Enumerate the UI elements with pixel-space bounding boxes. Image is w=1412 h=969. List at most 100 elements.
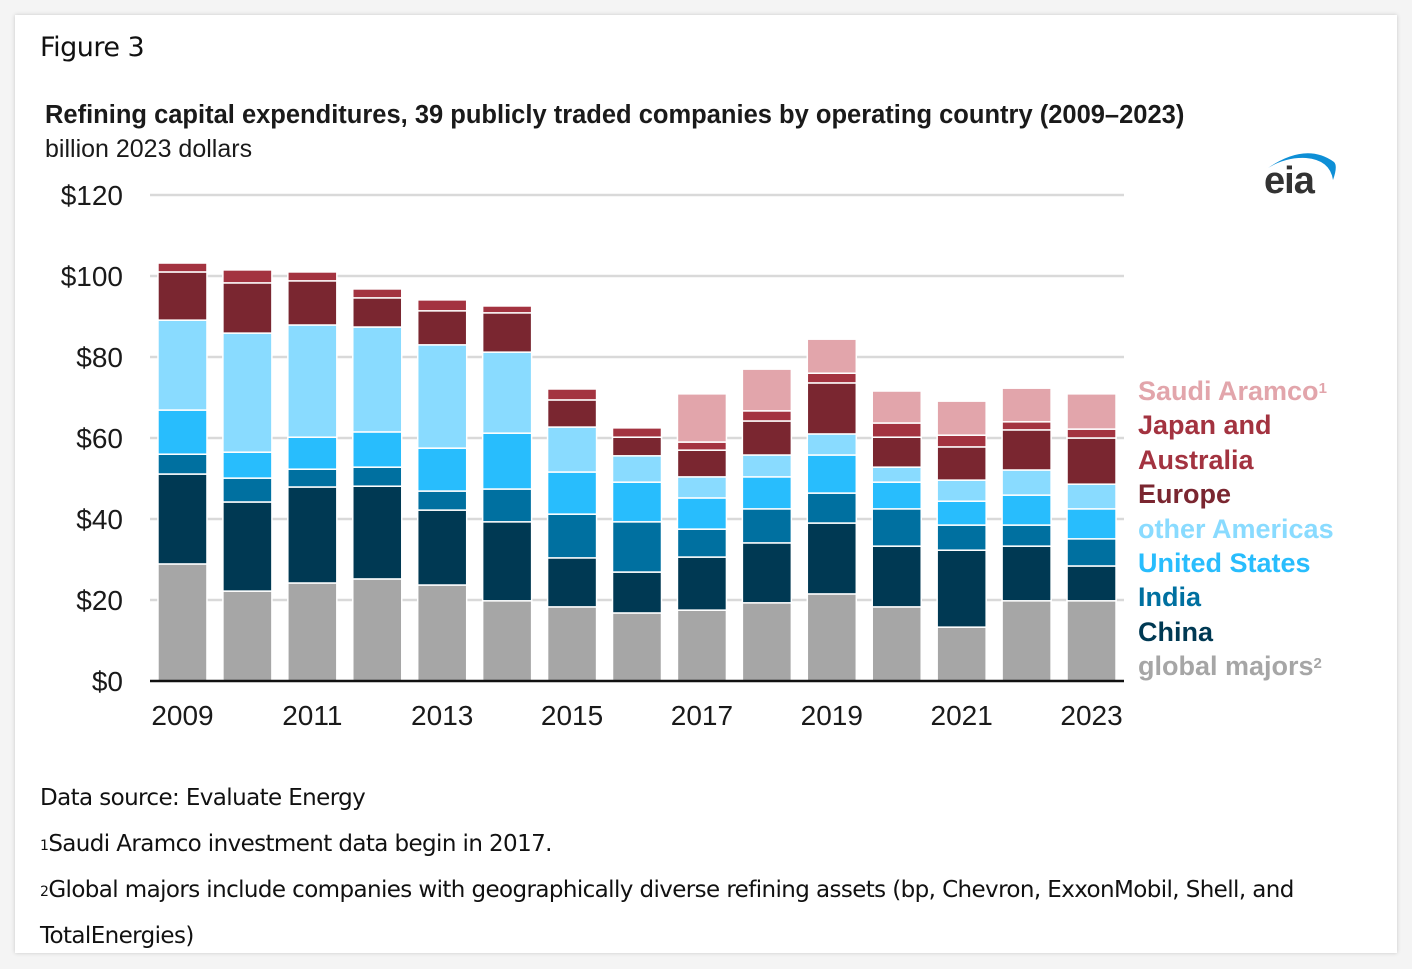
bar-segment xyxy=(287,436,338,470)
eia-logo: eia xyxy=(1258,146,1348,202)
bar-segment xyxy=(1001,429,1052,471)
legend-item: United States xyxy=(1138,546,1334,580)
bar-segment xyxy=(741,476,793,510)
bar-segment xyxy=(676,449,728,478)
legend-item: Japan and xyxy=(1138,408,1334,442)
bar-segment xyxy=(481,305,533,314)
bar-segment xyxy=(546,606,598,682)
bar-segment xyxy=(936,446,987,481)
bar-segment xyxy=(871,390,922,424)
bar-stack-2022 xyxy=(1001,387,1052,682)
bar-segment xyxy=(352,578,403,682)
bar-segment xyxy=(287,271,338,282)
bar-segment xyxy=(1066,393,1117,430)
bar-segment xyxy=(481,432,533,490)
legend-item: other Americas xyxy=(1138,512,1334,546)
bar-segment xyxy=(611,571,663,614)
bar-stack-2023 xyxy=(1066,393,1117,682)
bar-segment xyxy=(157,262,208,273)
bar-segment xyxy=(611,427,663,438)
bar-segment xyxy=(481,600,533,682)
bar-segment xyxy=(481,488,533,523)
bar-stack-2021 xyxy=(936,400,987,682)
bar-segment xyxy=(871,466,922,483)
bar-segment xyxy=(416,344,468,449)
bar-segment xyxy=(287,486,338,584)
bar-segment xyxy=(1001,545,1052,602)
legend-label: Australia xyxy=(1138,444,1254,475)
bar-stack-2019 xyxy=(806,338,858,682)
x-tick-label: 2019 xyxy=(801,700,863,731)
bar-segment xyxy=(416,299,468,312)
bar-stack-2010 xyxy=(222,269,273,682)
bar-segment xyxy=(481,312,533,353)
footnote: 1Saudi Aramco investment data begin in 2… xyxy=(40,826,1294,872)
bar-segment xyxy=(611,455,663,483)
bar-segment xyxy=(871,481,922,510)
bar-stack-2011 xyxy=(287,271,338,682)
bar-segment xyxy=(936,400,987,436)
bar-segment xyxy=(871,606,922,682)
x-tick-label: 2009 xyxy=(151,700,213,731)
bar-segment xyxy=(222,590,273,682)
bar-segment xyxy=(416,490,468,511)
bar-segment xyxy=(287,280,338,326)
legend-footnote-marker: 1 xyxy=(1318,380,1327,397)
bar-segment xyxy=(416,509,468,586)
bar-segment xyxy=(741,410,793,422)
bar-segment xyxy=(676,497,728,530)
legend-label: other Americas xyxy=(1138,513,1334,544)
y-tick-label: $20 xyxy=(76,585,123,616)
bar-segment xyxy=(741,420,793,456)
bar-segment xyxy=(936,626,987,682)
bar-segment xyxy=(157,473,208,565)
legend-item: China xyxy=(1138,615,1334,649)
bar-segment xyxy=(806,338,858,374)
bar-segment xyxy=(611,436,663,457)
chart-title: Refining capital expenditures, 39 public… xyxy=(45,101,1185,129)
bar-segment xyxy=(287,468,338,488)
legend-item: India xyxy=(1138,580,1334,614)
bars xyxy=(157,262,1117,682)
bar-segment xyxy=(416,310,468,346)
bar-segment xyxy=(157,409,208,455)
legend-item: Europe xyxy=(1138,477,1334,511)
bar-segment xyxy=(871,436,922,468)
bar-segment xyxy=(611,612,663,682)
bar-segment xyxy=(352,288,403,299)
bar-segment xyxy=(806,593,858,682)
legend-item: global majors2 xyxy=(1138,649,1334,683)
bar-segment xyxy=(676,556,728,611)
x-tick-label: 2011 xyxy=(282,700,342,731)
bar-segment xyxy=(481,351,533,434)
bar-segment xyxy=(1066,600,1117,682)
bar-segment xyxy=(936,524,987,551)
legend-label: Europe xyxy=(1138,479,1232,510)
x-tick-label: 2013 xyxy=(411,700,473,731)
bar-segment xyxy=(1001,600,1052,682)
bar-segment xyxy=(1001,421,1052,431)
footnote-marker: 2 xyxy=(40,884,49,900)
bar-segment xyxy=(1001,469,1052,496)
bar-segment xyxy=(806,382,858,435)
legend-item: Australia xyxy=(1138,443,1334,477)
bar-segment xyxy=(1001,524,1052,547)
legend-label: United States xyxy=(1138,548,1311,579)
bar-segment xyxy=(287,324,338,438)
eia-swoosh-icon xyxy=(1268,153,1336,180)
figure-label: Figure 3 xyxy=(40,32,145,63)
legend-footnote-marker: 2 xyxy=(1313,655,1322,673)
y-tick-label: $80 xyxy=(76,342,123,373)
bar-segment xyxy=(416,584,468,682)
bar-segment xyxy=(157,453,208,475)
x-tick-label: 2021 xyxy=(931,700,993,731)
bar-segment xyxy=(611,521,663,573)
footnote: Data source: Evaluate Energy xyxy=(40,780,1294,826)
bar-segment xyxy=(1001,494,1052,526)
x-tick-label: 2023 xyxy=(1060,700,1122,731)
bar-segment xyxy=(741,602,793,682)
bar-stack-2016 xyxy=(611,427,663,682)
footnote: TotalEnergies) xyxy=(40,918,1294,964)
bar-segment xyxy=(546,471,598,515)
